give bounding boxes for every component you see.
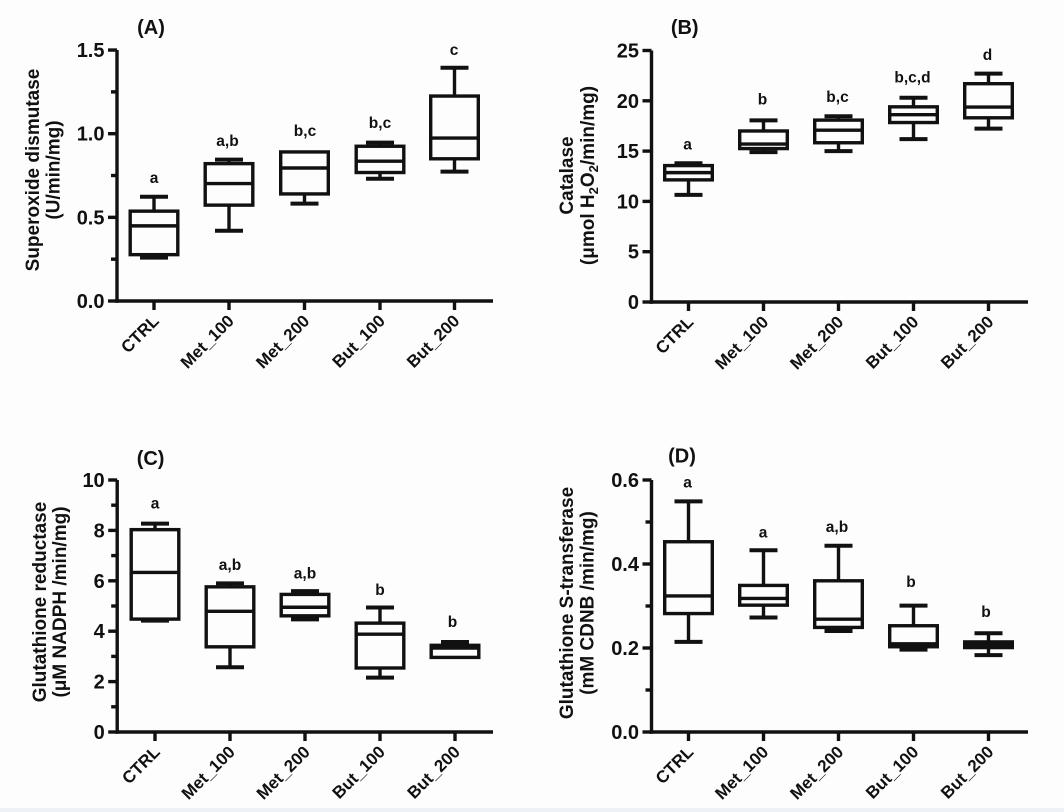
svg-text:0.2: 0.2: [611, 638, 639, 660]
svg-text:a: a: [150, 170, 159, 187]
svg-text:Glutathione reductase: Glutathione reductase: [30, 502, 51, 703]
svg-text:2: 2: [94, 672, 105, 694]
svg-text:b: b: [375, 582, 384, 599]
svg-text:b: b: [448, 614, 457, 631]
svg-text:4: 4: [94, 621, 106, 643]
svg-text:Superoxide dismutase: Superoxide dismutase: [23, 69, 44, 272]
svg-text:0.0: 0.0: [611, 722, 639, 744]
svg-text:20: 20: [617, 91, 639, 113]
svg-text:(A): (A): [137, 17, 165, 39]
svg-text:(C): (C): [137, 448, 165, 470]
svg-text:a: a: [683, 475, 692, 492]
svg-text:a,b: a,b: [219, 557, 241, 574]
svg-text:b: b: [758, 92, 767, 109]
svg-text:a: a: [759, 525, 768, 542]
svg-text:0.0: 0.0: [77, 291, 105, 313]
svg-text:10: 10: [617, 191, 639, 213]
svg-text:a: a: [151, 496, 160, 513]
svg-text:1.5: 1.5: [77, 40, 105, 62]
svg-text:10: 10: [82, 470, 104, 492]
svg-text:0.4: 0.4: [611, 554, 640, 576]
svg-text:15: 15: [617, 141, 639, 163]
svg-text:(U/min/mg): (U/min/mg): [44, 120, 65, 219]
svg-text:Catalase: Catalase: [557, 136, 578, 214]
svg-text:c: c: [450, 42, 459, 59]
svg-text:a: a: [683, 137, 692, 154]
svg-text:(mM CDNB /min/mg): (mM CDNB /min/mg): [578, 511, 599, 695]
svg-text:d: d: [983, 47, 992, 64]
svg-text:1.0: 1.0: [77, 124, 105, 146]
svg-text:(B): (B): [671, 17, 699, 39]
svg-text:a,b: a,b: [826, 519, 848, 536]
svg-text:0.6: 0.6: [611, 470, 639, 492]
svg-text:a,b: a,b: [294, 566, 316, 583]
svg-text:8: 8: [94, 520, 105, 542]
svg-text:b,c: b,c: [826, 89, 849, 106]
svg-text:(μmol H2O2/min/mg): (μmol H2O2/min/mg): [578, 86, 601, 265]
svg-text:6: 6: [94, 571, 105, 593]
svg-text:(D): (D): [668, 446, 696, 468]
svg-text:b,c: b,c: [294, 123, 317, 140]
svg-text:b,c,d: b,c,d: [894, 70, 930, 87]
svg-text:0.5: 0.5: [77, 207, 105, 229]
svg-text:0: 0: [628, 292, 639, 314]
svg-text:Glutathione S-transferase: Glutathione S-transferase: [557, 487, 578, 719]
svg-text:b: b: [906, 574, 915, 591]
svg-text:b,c: b,c: [369, 115, 392, 132]
svg-text:(μM NADPH /min/mg): (μM NADPH /min/mg): [50, 506, 71, 697]
svg-text:25: 25: [617, 41, 639, 63]
svg-text:a,b: a,b: [216, 133, 238, 150]
svg-text:b: b: [981, 604, 990, 621]
svg-text:5: 5: [628, 242, 639, 264]
svg-text:0: 0: [94, 722, 105, 744]
